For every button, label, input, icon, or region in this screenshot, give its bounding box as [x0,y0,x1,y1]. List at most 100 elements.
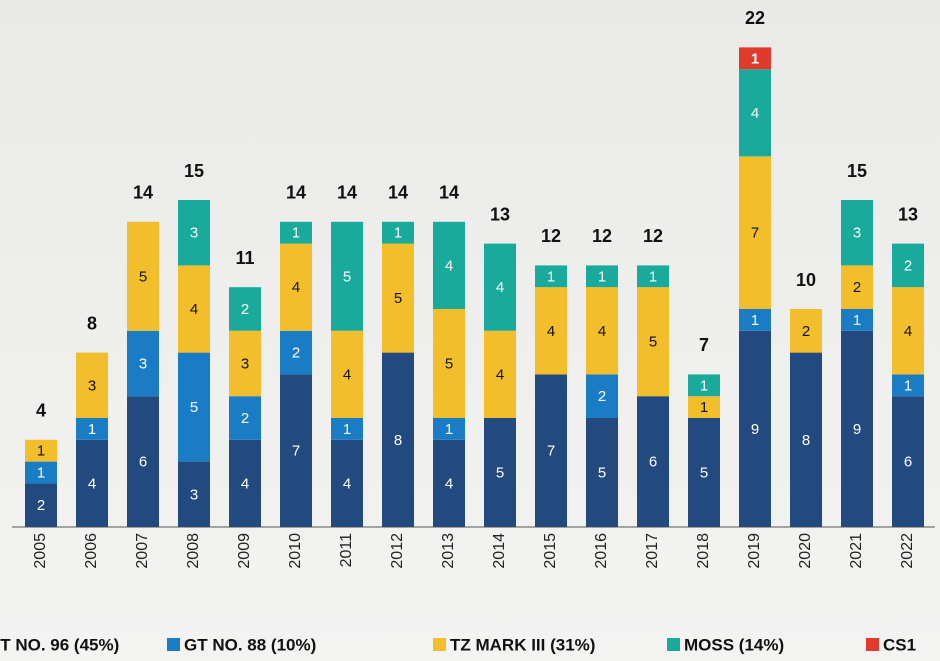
legend-swatch [433,638,446,651]
total-label: 15 [847,161,867,181]
total-label: 14 [388,183,408,203]
total-label: 12 [541,226,561,246]
total-label: 4 [36,401,46,421]
segment-label: 5 [343,268,351,285]
legend-swatch [667,638,680,651]
segment-label: 1 [700,377,708,394]
total-label: 15 [184,161,204,181]
segment-label: 6 [139,454,147,471]
x-tick-label: 2011 [338,533,355,568]
x-tick-label: 2021 [848,533,865,569]
x-tick-label: 2005 [32,533,49,569]
segment-label: 9 [751,421,759,438]
segment-label: 5 [496,464,504,481]
segment-label: 5 [139,268,147,285]
legend-label: MOSS (14%) [684,635,784,654]
segment-label: 4 [343,475,351,492]
segment-label: 1 [547,268,555,285]
legend-swatch [167,638,180,651]
segment-label: 9 [853,421,861,438]
total-label: 11 [235,248,254,268]
segment-label: 3 [190,486,198,503]
segment-label: 1 [37,443,45,460]
segment-label: 3 [190,225,198,242]
x-tick-label: 2014 [491,533,508,569]
x-tick-label: 2007 [134,533,151,569]
segment-label: 2 [292,345,300,362]
segment-label: 3 [853,225,861,242]
segment-label: 1 [853,312,861,329]
x-tick-label: 2015 [542,533,559,569]
x-tick-label: 2013 [440,533,457,569]
segment-label: 4 [88,475,96,492]
legend-swatch [866,638,879,651]
x-tick-label: 2018 [695,533,712,569]
total-label: 12 [592,226,612,246]
x-tick-label: 2019 [746,533,763,569]
segment-label: 1 [88,421,96,438]
segment-label: 3 [139,355,147,372]
total-label: 14 [439,183,459,203]
segment-label: 1 [904,377,912,394]
segment-label: 4 [751,105,759,122]
segment-label: 1 [598,268,606,285]
segment-label: 7 [547,443,555,460]
segment-label: 4 [343,366,351,383]
segment-label: 5 [649,334,657,351]
legend-label: CS1 [883,635,916,654]
segment-label: 4 [445,475,453,492]
segment-label: 4 [496,279,504,296]
segment-label: 4 [190,301,198,318]
segment-label: 1 [343,421,351,438]
total-label: 13 [898,204,918,224]
segment-label: 4 [547,323,555,340]
segment-label: 1 [751,50,759,67]
segment-label: 4 [241,475,249,492]
legend-label: GT NO. 96 (45%) [0,635,119,654]
segment-label: 2 [853,279,861,296]
segment-label: 1 [394,225,402,242]
x-tick-label: 2008 [185,533,202,569]
segment-label: 2 [241,410,249,427]
segment-label: 7 [292,443,300,460]
x-tick-label: 2006 [83,533,100,569]
segment-label: 1 [37,464,45,481]
segment-label: 5 [700,464,708,481]
segment-label: 5 [190,399,198,416]
segment-label: 8 [802,432,810,449]
segment-label: 4 [445,257,453,274]
x-tick-label: 2009 [236,533,253,569]
x-tick-label: 2016 [593,533,610,569]
segment-label: 1 [649,268,657,285]
total-label: 14 [337,183,357,203]
segment-label: 1 [751,312,759,329]
total-label: 8 [87,313,97,333]
x-tick-label: 2017 [644,533,661,569]
total-label: 7 [699,335,709,355]
segment-label: 2 [598,388,606,405]
segment-label: 4 [496,366,504,383]
x-tick-label: 2010 [287,533,304,569]
total-label: 14 [133,183,153,203]
segment-label: 3 [88,377,96,394]
segment-label: 2 [241,301,249,318]
segment-label: 1 [445,421,453,438]
total-label: 22 [745,8,765,28]
x-tick-label: 2020 [797,533,814,569]
segment-label: 5 [598,464,606,481]
segment-label: 4 [598,323,606,340]
segment-label: 4 [292,279,300,296]
segment-label: 5 [445,355,453,372]
segment-label: 1 [292,225,300,242]
legend-label: GT NO. 88 (10%) [184,635,316,654]
segment-label: 3 [241,355,249,372]
chart: 2114200541382006635142007354315200842321… [0,0,940,661]
segment-label: 2 [37,497,45,514]
total-label: 13 [490,204,510,224]
total-label: 12 [643,226,663,246]
segment-label: 5 [394,290,402,307]
segment-label: 2 [802,323,810,340]
segment-label: 4 [904,323,912,340]
legend-label: TZ MARK III (31%) [450,635,595,654]
total-label: 14 [286,183,306,203]
